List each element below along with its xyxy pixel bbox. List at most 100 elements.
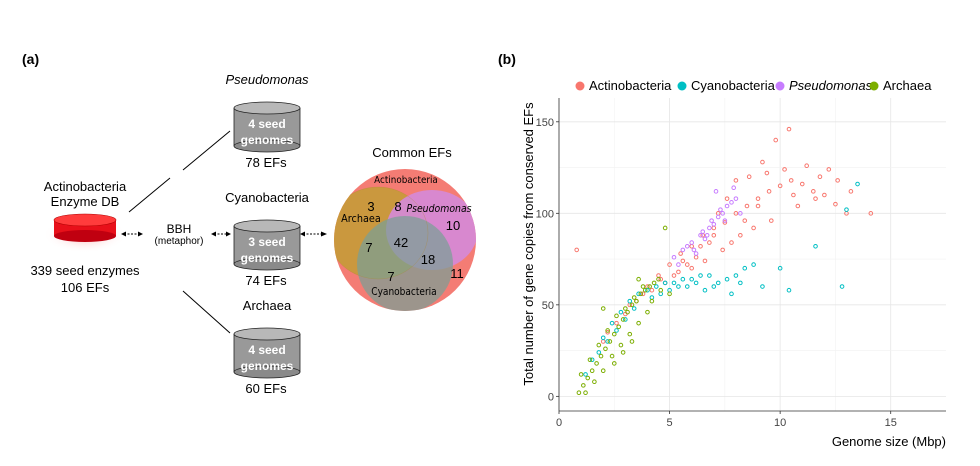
data-point (662, 280, 668, 286)
genome-seed-count: 4 seed (248, 343, 285, 357)
data-point (729, 240, 734, 245)
data-point (702, 258, 708, 264)
data-point (647, 284, 652, 289)
data-point (600, 368, 606, 374)
genome-efs: 78 EFs (245, 155, 287, 170)
data-point (733, 178, 739, 183)
venn-diagram: Common EFs Actinobacteria Archaea Pseudo… (334, 145, 476, 311)
panel-a: (a) Actinobacteria Enzyme DB 339 seed en… (22, 51, 476, 396)
genome-label: genomes (241, 251, 294, 265)
data-point (614, 320, 619, 326)
data-point (684, 243, 690, 249)
data-point (868, 211, 874, 216)
data-point (746, 174, 752, 180)
data-point (707, 225, 712, 231)
venn-count: 8 (394, 199, 401, 214)
data-point (645, 309, 650, 315)
data-point (764, 170, 770, 176)
data-point (751, 262, 756, 267)
data-point (738, 280, 743, 286)
data-point (645, 287, 650, 293)
data-point (596, 342, 602, 348)
genome-cylinder: Archaea 4 seed genomes 60 EFs (233, 298, 301, 396)
data-point (799, 181, 805, 187)
data-point (680, 247, 686, 253)
y-tick-label: 150 (536, 117, 554, 129)
venn-count: 18 (421, 252, 435, 267)
data-point (768, 218, 774, 223)
data-point (618, 309, 624, 315)
data-point (600, 306, 606, 311)
data-point (698, 243, 703, 249)
genome-seed-count: 3 seed (248, 235, 285, 249)
data-point (680, 258, 686, 264)
data-point (634, 298, 639, 304)
data-point (623, 317, 628, 322)
data-point (689, 265, 694, 271)
data-point (715, 214, 721, 220)
data-point (713, 189, 719, 194)
data-point (698, 273, 703, 278)
genome-name: Archaea (243, 298, 292, 313)
data-point (640, 291, 646, 297)
data-point (581, 383, 586, 388)
database-icon (43, 213, 127, 253)
data-point (667, 291, 672, 297)
data-point (625, 309, 630, 315)
source-efs-text: 106 EFs (61, 280, 110, 295)
connector-archaea (182, 290, 231, 334)
data-point (676, 269, 681, 275)
data-point (684, 262, 690, 267)
venn-count: 7 (365, 240, 372, 255)
data-point (649, 287, 655, 293)
data-point (605, 328, 610, 333)
data-point (724, 276, 730, 282)
data-point (620, 350, 626, 355)
data-point (791, 192, 796, 198)
data-point (627, 331, 633, 337)
legend-marker (869, 81, 879, 91)
data-point (583, 390, 588, 395)
venn-title: Common EFs (372, 145, 452, 160)
data-point (640, 284, 646, 289)
venn-count: 11 (450, 266, 464, 281)
legend-marker (775, 81, 785, 91)
venn-count: 42 (394, 235, 408, 250)
data-point (691, 247, 697, 253)
data-point (826, 167, 832, 172)
data-point (722, 218, 728, 223)
genome-label: genomes (241, 133, 294, 147)
data-point (833, 201, 838, 207)
panel-b-label: (b) (498, 51, 516, 67)
data-point (623, 306, 628, 311)
data-point (733, 196, 739, 201)
data-point (742, 218, 748, 223)
data-point (844, 207, 849, 212)
connector-pseudomonas (128, 177, 171, 213)
data-point (786, 287, 792, 293)
genome-seed-count: 4 seed (248, 117, 285, 131)
data-point (724, 203, 730, 209)
data-point (729, 200, 734, 205)
data-point (576, 390, 582, 395)
data-point (760, 284, 765, 289)
data-point (671, 254, 677, 260)
source-db-line1: Actinobacteria (44, 179, 127, 194)
data-point (782, 167, 787, 172)
data-point (578, 372, 584, 377)
x-axis-label: Genome size (Mbp) (832, 434, 946, 449)
bbh-arrow-right (211, 231, 231, 237)
data-point (755, 196, 761, 201)
data-point (609, 320, 615, 326)
venn-cyanobacteria (357, 216, 453, 311)
data-point (711, 232, 717, 238)
data-point (596, 350, 602, 355)
data-point (616, 324, 622, 330)
data-point (718, 207, 723, 212)
data-point (733, 273, 739, 278)
data-point (684, 284, 690, 289)
data-point (589, 368, 595, 374)
venn-label-archaea: Archaea (341, 212, 381, 225)
bbh-label: BBH (167, 222, 192, 236)
